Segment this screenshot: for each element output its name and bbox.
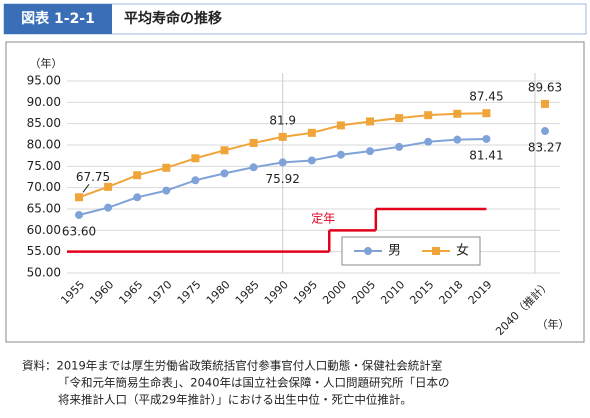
series-segment — [340, 120, 371, 127]
point — [104, 182, 113, 191]
point — [336, 121, 345, 130]
point — [133, 171, 142, 180]
point — [424, 111, 433, 120]
y-tick-label: 75.00 — [27, 159, 61, 173]
data-label: 81.9 — [269, 113, 296, 127]
data-label: 81.41 — [469, 148, 503, 162]
data-label: 89.63 — [528, 80, 562, 94]
point — [75, 193, 83, 202]
chart-frame — [5, 41, 585, 343]
series-segment — [282, 159, 312, 164]
y-tick-label: 65.00 — [27, 202, 61, 216]
series-segment — [311, 124, 342, 134]
series-segment — [457, 137, 487, 141]
point — [278, 158, 287, 167]
point — [336, 150, 345, 159]
series-segment — [311, 153, 342, 162]
series-segment — [107, 196, 138, 209]
point — [162, 163, 171, 172]
series-segment — [369, 145, 400, 153]
y-tick-label: 70.00 — [27, 180, 61, 194]
series-segment — [369, 117, 400, 123]
header-label: 図表 1-2-1 — [21, 10, 95, 27]
series-segment — [78, 206, 109, 216]
series-segment — [428, 138, 458, 143]
series-segment — [78, 185, 109, 199]
y-tick-label: 50.00 — [27, 266, 61, 280]
series-segment — [195, 172, 225, 182]
point — [278, 132, 287, 141]
series-segment — [165, 179, 196, 192]
point — [366, 147, 374, 156]
point — [220, 169, 229, 178]
point — [220, 146, 229, 155]
note-line: 将来推計人口（平成29年推計）」における出生中位・死亡中位推計。 — [58, 393, 412, 407]
point — [307, 128, 316, 137]
series-segment — [107, 174, 138, 188]
point — [133, 193, 142, 202]
point — [453, 109, 462, 118]
point — [395, 114, 404, 123]
point — [395, 142, 404, 151]
series-segment — [398, 114, 429, 120]
point — [249, 138, 258, 147]
y-tick-label: 80.00 — [27, 138, 61, 152]
y-unit: （年） — [30, 56, 63, 70]
point — [75, 210, 83, 219]
retirement-label: 定年 — [311, 211, 335, 226]
point — [104, 203, 113, 212]
series-segment — [165, 157, 196, 169]
point — [453, 135, 462, 144]
header-badge — [4, 4, 112, 34]
series-segment — [457, 112, 487, 115]
y-tick-label: 90.00 — [27, 95, 61, 109]
series-segment — [428, 112, 458, 117]
point — [541, 127, 549, 136]
legend-marker — [432, 247, 440, 255]
series-segment — [224, 166, 254, 175]
series-segment — [340, 150, 371, 156]
data-label: 67.75 — [76, 170, 110, 184]
point — [366, 117, 374, 126]
y-tick-label: 55.00 — [27, 244, 61, 258]
data-label: 87.45 — [469, 90, 503, 104]
header-title: 平均寿命の推移 — [124, 10, 222, 27]
y-tick-label: 85.00 — [27, 116, 61, 130]
point — [162, 186, 171, 195]
series-segment — [282, 131, 312, 138]
series-segment — [253, 161, 283, 169]
point — [541, 99, 549, 108]
note-line: 資料：2019年までは厚生労働省政策統括官付参事官付人口動態・保健社会統計室 — [22, 359, 442, 373]
point — [424, 137, 433, 146]
legend-label: 女 — [456, 243, 469, 259]
series-segment — [195, 149, 225, 160]
legend-marker — [364, 247, 372, 255]
point — [482, 134, 491, 143]
point — [249, 163, 258, 172]
data-label: 63.60 — [62, 224, 96, 238]
point — [307, 156, 316, 165]
point — [191, 154, 200, 163]
y-tick-label: 95.00 — [27, 74, 61, 88]
label-arrow — [82, 183, 90, 193]
series-segment — [136, 189, 167, 199]
point — [191, 176, 200, 185]
note-line: 「令和元年簡易生命表」、2040年は国立社会保障・人口問題研究所「日本の — [58, 376, 450, 390]
y-tick-label: 60.00 — [27, 223, 61, 237]
series-segment — [398, 140, 429, 148]
series-segment — [253, 135, 283, 144]
data-label: 83.27 — [528, 141, 562, 155]
legend-label: 男 — [388, 244, 401, 259]
point — [482, 109, 491, 118]
series-segment — [136, 166, 167, 177]
series-segment — [224, 141, 254, 152]
data-label: 75.92 — [266, 172, 300, 186]
x-unit: （年） — [537, 317, 570, 331]
